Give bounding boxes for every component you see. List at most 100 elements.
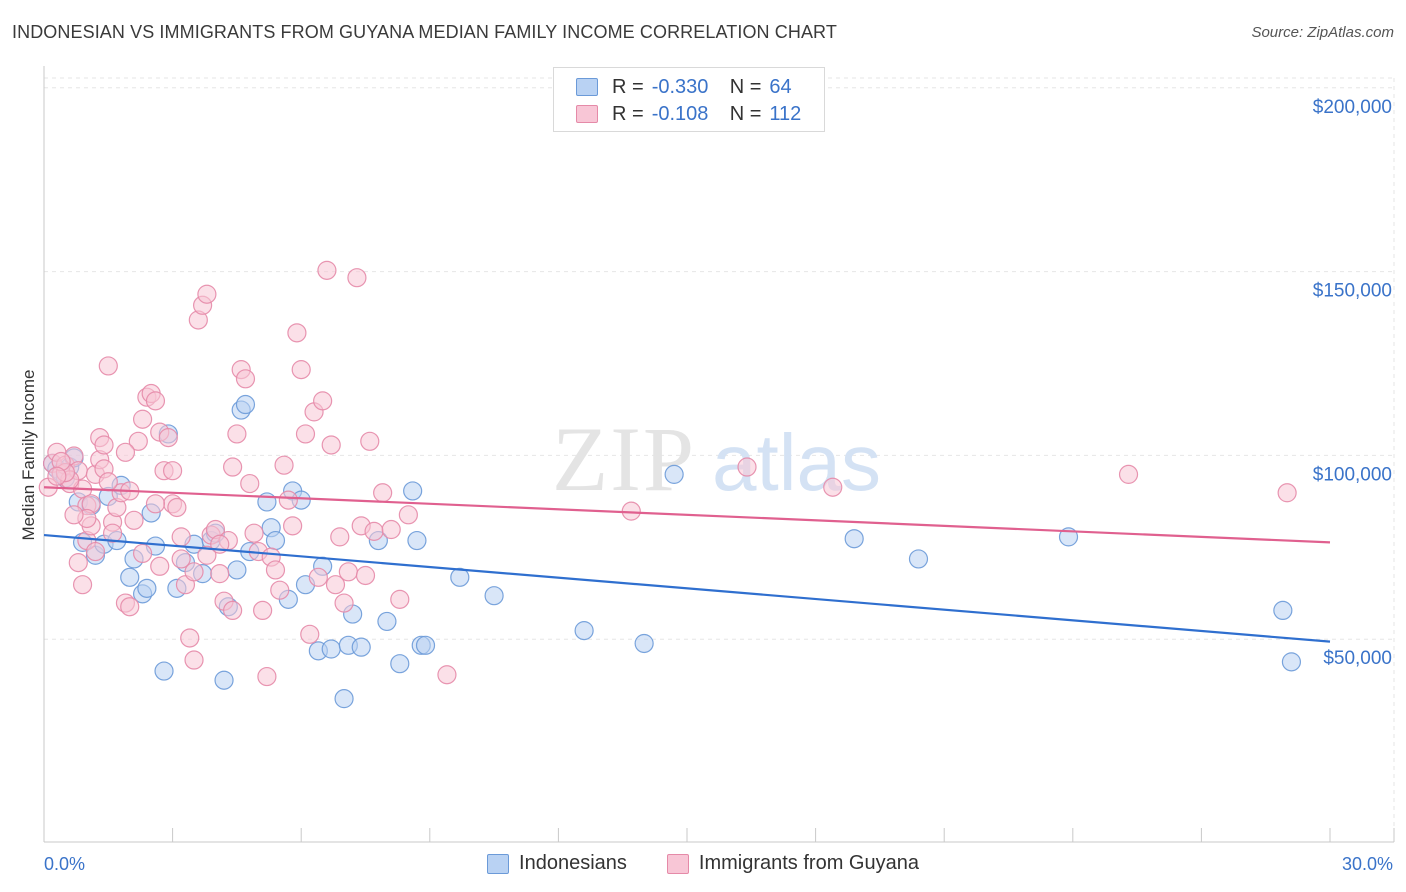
- point-guyana: [180, 628, 200, 648]
- point-guyana: [360, 431, 380, 451]
- n-label: N =: [729, 75, 762, 98]
- point-guyana: [390, 589, 410, 609]
- n-value: 112: [769, 102, 802, 125]
- point-indonesians: [120, 567, 140, 587]
- point-guyana: [150, 556, 170, 576]
- point-indonesians: [351, 637, 371, 657]
- x-tick-label-min: 0.0%: [44, 854, 85, 874]
- legend-item-guyana[interactable]: Immigrants from Guyana: [666, 852, 919, 875]
- point-guyana: [321, 435, 341, 455]
- r-label: R =: [612, 102, 644, 125]
- point-guyana: [184, 562, 204, 582]
- point-guyana: [737, 457, 757, 477]
- y-axis-label: Median Family Income: [19, 369, 38, 540]
- point-guyana: [300, 624, 320, 644]
- point-guyana: [291, 360, 311, 380]
- point-guyana: [381, 519, 401, 540]
- point-guyana: [325, 575, 346, 595]
- y-tick-label: $200,000: [1313, 97, 1392, 118]
- legend-row-guyana: R = -0.108 N = 112: [576, 101, 801, 127]
- point-indonesians: [634, 633, 654, 654]
- point-guyana: [283, 516, 303, 536]
- point-indonesians: [321, 639, 341, 659]
- point-guyana: [313, 391, 333, 411]
- trend-lines: [43, 486, 1331, 643]
- point-guyana: [308, 567, 328, 587]
- axes: [43, 66, 1395, 843]
- point-guyana: [197, 545, 217, 565]
- point-guyana: [364, 521, 384, 541]
- legend-swatch-pink: [666, 853, 689, 874]
- point-guyana: [347, 268, 367, 288]
- r-value: -0.330: [651, 75, 709, 98]
- point-guyana: [72, 575, 93, 595]
- watermark-zip: ZIP: [552, 408, 696, 510]
- point-indonesians: [265, 530, 286, 551]
- point-guyana: [235, 369, 256, 389]
- point-guyana: [253, 600, 273, 621]
- point-indonesians: [403, 481, 423, 501]
- point-guyana: [823, 477, 843, 497]
- point-guyana: [317, 260, 337, 280]
- point-indonesians: [908, 549, 929, 569]
- point-guyana: [145, 494, 166, 514]
- point-guyana: [98, 472, 118, 492]
- point-guyana: [158, 428, 178, 448]
- point-guyana: [171, 549, 191, 569]
- n-value: 64: [769, 75, 792, 98]
- point-guyana: [132, 409, 153, 429]
- point-guyana: [94, 435, 114, 455]
- point-guyana: [355, 565, 376, 586]
- x-tick-label-max: 30.0%: [1342, 854, 1393, 874]
- point-guyana: [270, 580, 290, 600]
- point-guyana: [124, 510, 144, 530]
- point-indonesians: [1273, 600, 1293, 621]
- r-value: -0.108: [651, 102, 709, 125]
- point-guyana: [265, 560, 286, 580]
- point-guyana: [330, 527, 350, 547]
- point-indonesians: [415, 635, 436, 655]
- point-guyana: [287, 323, 307, 343]
- point-guyana: [295, 424, 316, 444]
- point-guyana: [64, 505, 84, 525]
- legend-swatch-blue: [576, 78, 598, 96]
- legend-item-indonesians[interactable]: Indonesians: [487, 852, 627, 875]
- legend-swatch-pink: [576, 105, 598, 123]
- y-tick-label: $50,000: [1323, 648, 1392, 669]
- point-guyana: [47, 466, 67, 486]
- point-indonesians: [137, 578, 157, 598]
- point-indonesians: [214, 670, 234, 690]
- point-guyana: [278, 490, 298, 510]
- n-label: N =: [729, 102, 762, 125]
- point-guyana: [171, 527, 191, 547]
- y-tick-label: $150,000: [1313, 281, 1392, 302]
- point-guyana: [85, 541, 106, 562]
- point-guyana: [184, 650, 204, 670]
- point-guyana: [334, 593, 354, 613]
- y-tick-label: $100,000: [1313, 464, 1392, 485]
- chart-title: INDONESIAN VS IMMIGRANTS FROM GUYANA MED…: [12, 22, 837, 42]
- point-guyana: [98, 356, 118, 376]
- point-guyana: [197, 284, 217, 304]
- point-guyana: [163, 461, 183, 481]
- point-guyana: [102, 523, 123, 543]
- trend-line-indonesians: [43, 533, 1331, 643]
- point-indonesians: [227, 560, 247, 580]
- point-guyana: [274, 455, 294, 475]
- legend-swatch-blue: [487, 853, 510, 874]
- point-guyana: [1277, 483, 1297, 503]
- legend-label: Immigrants from Guyana: [698, 852, 919, 874]
- point-indonesians: [844, 529, 864, 549]
- source-label: Source: ZipAtlas.com: [1251, 24, 1394, 41]
- watermark-atlas: atlas: [712, 418, 881, 507]
- point-indonesians: [664, 464, 684, 484]
- point-guyana: [1118, 464, 1139, 484]
- point-guyana: [240, 473, 260, 494]
- point-guyana: [68, 553, 88, 573]
- point-indonesians: [235, 394, 256, 415]
- point-indonesians: [154, 661, 174, 681]
- point-guyana: [115, 442, 136, 462]
- point-guyana: [145, 391, 166, 411]
- legend-row-indonesians: R = -0.330 N = 64: [576, 74, 792, 100]
